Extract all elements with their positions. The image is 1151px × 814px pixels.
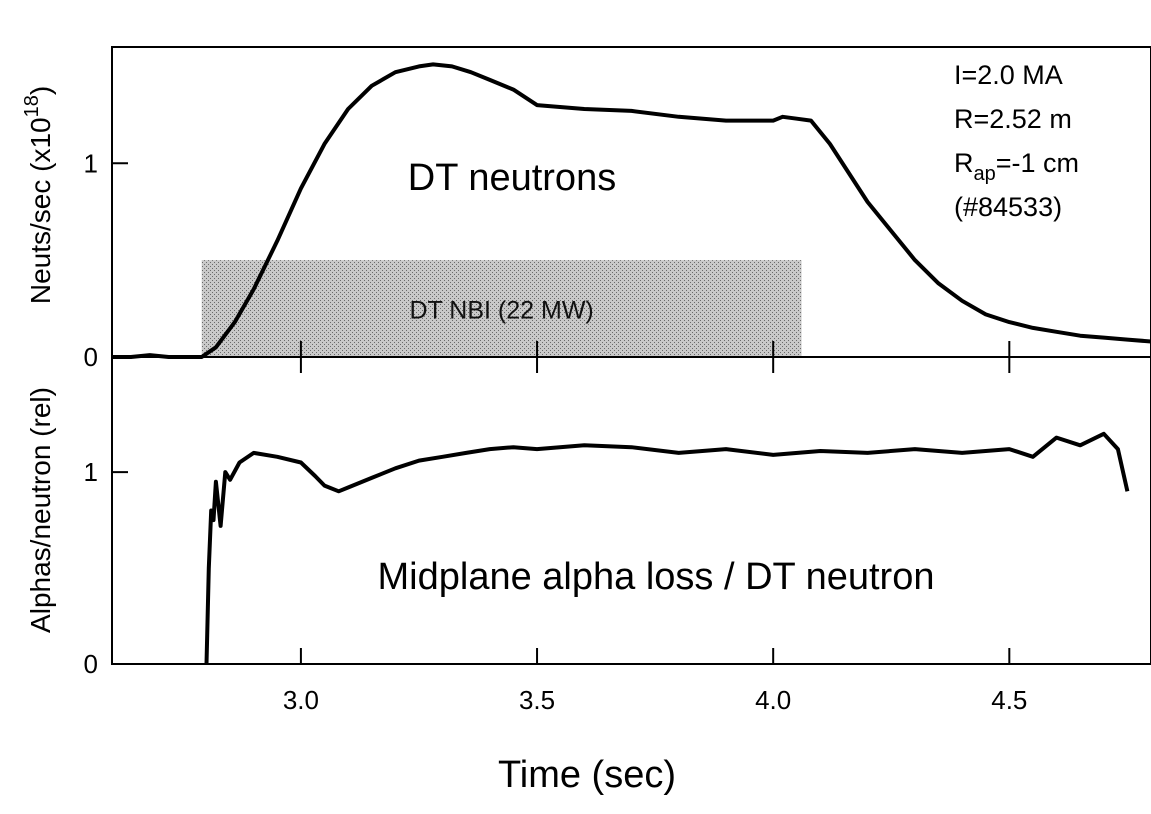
param-current: I=2.0 MA — [954, 60, 1063, 90]
alpha-loss-series-line — [204, 431, 1130, 665]
x-axis-label: Time (sec) — [498, 754, 676, 796]
bottom-ticks — [112, 357, 1011, 665]
bottom-ytick-label: 0 — [84, 649, 98, 679]
bottom-panel: 01 3.0 3.5 4.0 4.5 Midplane alpha loss / DT… — [25, 356, 1151, 796]
bottom-y-axis-label: Alphas/neutron (rel) — [25, 387, 56, 633]
bottom-plot-frame — [111, 356, 1151, 665]
dt-neutron-series-line — [112, 62, 1151, 359]
dt-neutrons-annotation: DT neutrons — [408, 157, 616, 199]
param-shot: (#84533) — [954, 192, 1062, 222]
top-y-axis-label: Neuts/sec (x1018) — [21, 86, 56, 304]
param-rap: Rap=-1 cm — [954, 148, 1079, 185]
top-ticks — [112, 162, 1011, 358]
nbi-shaded-region — [201, 260, 802, 357]
top-ytick-label: 0 — [84, 342, 98, 372]
top-ytick-labels: 01 — [84, 148, 98, 372]
bottom-ytick-labels: 01 — [84, 457, 98, 679]
alpha-loss-annotation: Midplane alpha loss / DT neutron — [378, 556, 935, 598]
shot-params: I=2.0 MA R=2.52 m Rap=-1 cm (#84533) — [954, 60, 1079, 222]
top-panel: DT NBI (22 MW) 01 DT neutrons I=2.0 MA R… — [21, 46, 1151, 372]
xtick-label: 4.5 — [991, 685, 1027, 715]
nbi-label: DT NBI (22 MW) — [409, 297, 593, 325]
top-ytick-label: 1 — [84, 148, 98, 178]
param-radius: R=2.52 m — [954, 104, 1072, 134]
xtick-label: 3.5 — [519, 685, 555, 715]
xtick-label: 4.0 — [755, 685, 791, 715]
bottom-ytick-label: 1 — [84, 457, 98, 487]
xtick-label: 3.0 — [283, 685, 319, 715]
bottom-xtick-labels: 3.0 3.5 4.0 4.5 — [283, 685, 1028, 715]
